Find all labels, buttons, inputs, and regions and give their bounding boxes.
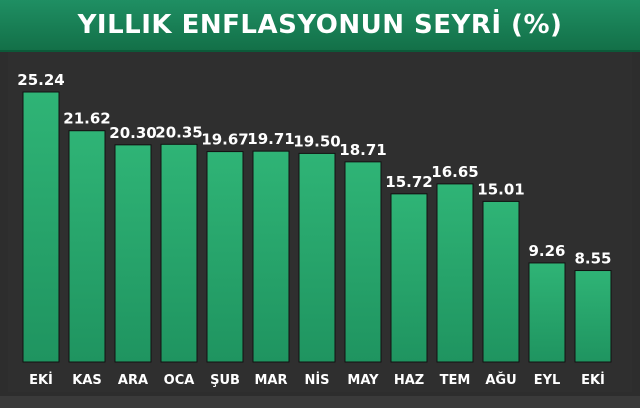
category-label-7: NİS [304,372,329,388]
value-label-7: 19.50 [293,132,340,150]
bar-9 [390,193,428,363]
bar-12 [528,262,566,363]
bar-4 [160,143,198,363]
value-label-13: 8.55 [574,250,611,268]
value-label-11: 15.01 [477,180,524,198]
category-label-3: ARA [118,373,148,388]
bar-6 [252,150,290,363]
bar-10 [436,183,474,363]
bar-7 [298,152,336,363]
category-label-4: OCA [164,373,195,388]
bar-3 [114,144,152,363]
title-bar: YILLIK ENFLASYONUN SEYRİ (%) [0,0,640,52]
bottom-strip [0,396,640,408]
value-label-10: 16.65 [431,163,478,181]
bar-2 [68,130,106,363]
category-label-9: HAZ [394,373,424,388]
value-label-3: 20.30 [109,124,156,142]
value-label-2: 21.62 [63,110,110,128]
value-label-5: 19.67 [201,131,248,149]
category-label-1: EKİ [29,372,53,388]
value-label-4: 20.35 [155,123,202,141]
category-label-2: KAS [72,373,102,388]
value-label-8: 18.71 [339,141,386,159]
category-label-11: AĞU [485,372,516,388]
category-label-8: MAY [347,373,379,388]
bar-13 [574,270,612,363]
value-label-12: 9.26 [528,242,565,260]
category-label-12: EYL [534,373,561,388]
value-label-1: 25.24 [17,71,64,89]
bar-8 [344,161,382,363]
bar-1 [22,91,60,363]
chart-title: YILLIK ENFLASYONUN SEYRİ (%) [77,10,563,40]
category-label-13: EKİ [581,372,605,388]
category-label-10: TEM [440,373,471,388]
value-label-6: 19.71 [247,130,294,148]
value-label-9: 15.72 [385,173,432,191]
category-label-6: MAR [254,373,287,388]
category-label-5: ŞUB [210,373,240,388]
bar-chart: 25.24 EKİ 21.62 KAS 20.30 ARA 20.35 OCA 19.67 ŞUB… [17,71,612,388]
plot-area: 25.24 EKİ 21.62 KAS 20.30 ARA 20.35 OCA 19.67 ŞUB… [8,52,632,392]
bar-11 [482,200,520,363]
bar-5 [206,151,244,363]
